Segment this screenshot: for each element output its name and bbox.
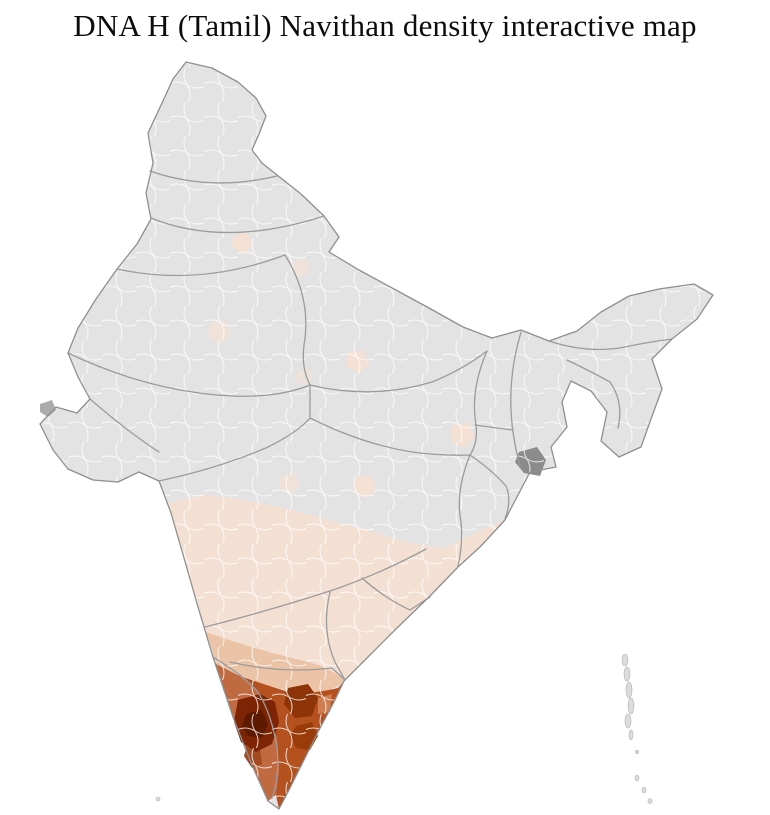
state-border	[325, 591, 346, 681]
state-border	[457, 454, 471, 567]
state-border	[361, 577, 431, 611]
island[interactable]	[624, 713, 632, 729]
state-border	[116, 254, 311, 386]
state-border	[548, 338, 673, 351]
island[interactable]	[628, 729, 634, 741]
state-border	[566, 359, 621, 429]
state-border	[158, 384, 311, 482]
island[interactable]	[641, 786, 647, 794]
state-border	[150, 215, 325, 234]
island[interactable]	[625, 681, 633, 699]
state-border	[469, 454, 510, 520]
island[interactable]	[627, 697, 635, 715]
island[interactable]	[623, 666, 631, 682]
region-lakshadweep[interactable]	[155, 796, 161, 802]
district-boundaries-overlay	[40, 62, 713, 809]
island[interactable]	[634, 749, 639, 754]
state-border	[510, 331, 522, 467]
island[interactable]	[621, 653, 629, 667]
region-andaman-nicobar-islands[interactable]	[621, 653, 653, 804]
state-border	[229, 661, 346, 681]
island[interactable]	[634, 774, 640, 782]
island[interactable]	[647, 798, 653, 804]
state-boundaries	[67, 170, 673, 799]
state-border	[67, 352, 311, 397]
state-border	[204, 548, 427, 628]
state-border	[89, 398, 160, 453]
state-border	[309, 417, 471, 456]
state-border	[213, 657, 279, 799]
state-border	[474, 424, 514, 431]
state-border	[309, 350, 488, 393]
state-border	[149, 170, 278, 184]
